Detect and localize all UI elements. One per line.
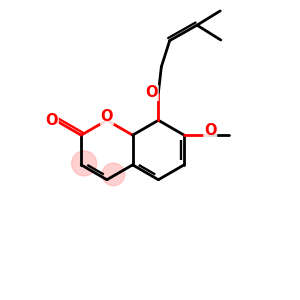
Text: O: O xyxy=(204,124,217,139)
Text: O: O xyxy=(101,109,113,124)
Text: O: O xyxy=(146,85,158,100)
Circle shape xyxy=(72,151,97,176)
Circle shape xyxy=(102,163,125,186)
Text: O: O xyxy=(46,113,58,128)
